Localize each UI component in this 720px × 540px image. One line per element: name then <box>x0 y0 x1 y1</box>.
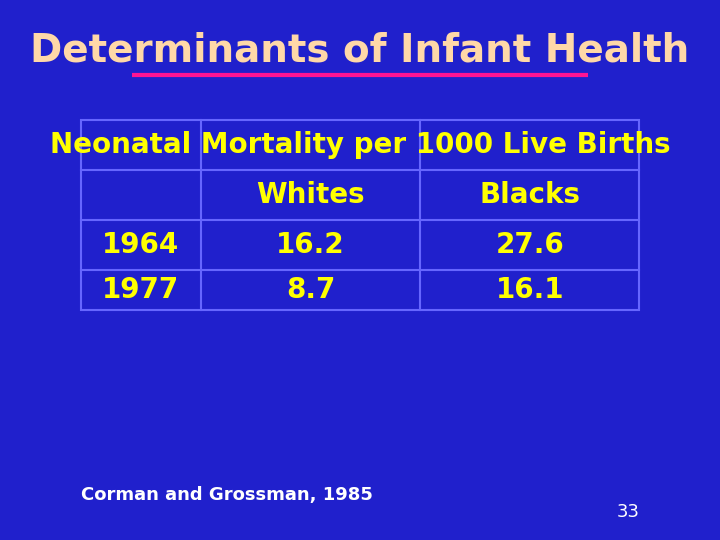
Text: Neonatal Mortality per 1000 Live Births: Neonatal Mortality per 1000 Live Births <box>50 131 670 159</box>
Text: 33: 33 <box>616 503 639 521</box>
Text: 16.1: 16.1 <box>495 276 564 304</box>
Text: 16.2: 16.2 <box>276 231 345 259</box>
Text: 1964: 1964 <box>102 231 179 259</box>
Text: Blacks: Blacks <box>480 181 580 209</box>
Text: Determinants of Infant Health: Determinants of Infant Health <box>30 31 690 69</box>
Text: Corman and Grossman, 1985: Corman and Grossman, 1985 <box>81 486 372 504</box>
Bar <box>81 120 639 310</box>
Text: 8.7: 8.7 <box>286 276 336 304</box>
Text: 27.6: 27.6 <box>495 231 564 259</box>
Text: 1977: 1977 <box>102 276 179 304</box>
Text: Whites: Whites <box>256 181 365 209</box>
